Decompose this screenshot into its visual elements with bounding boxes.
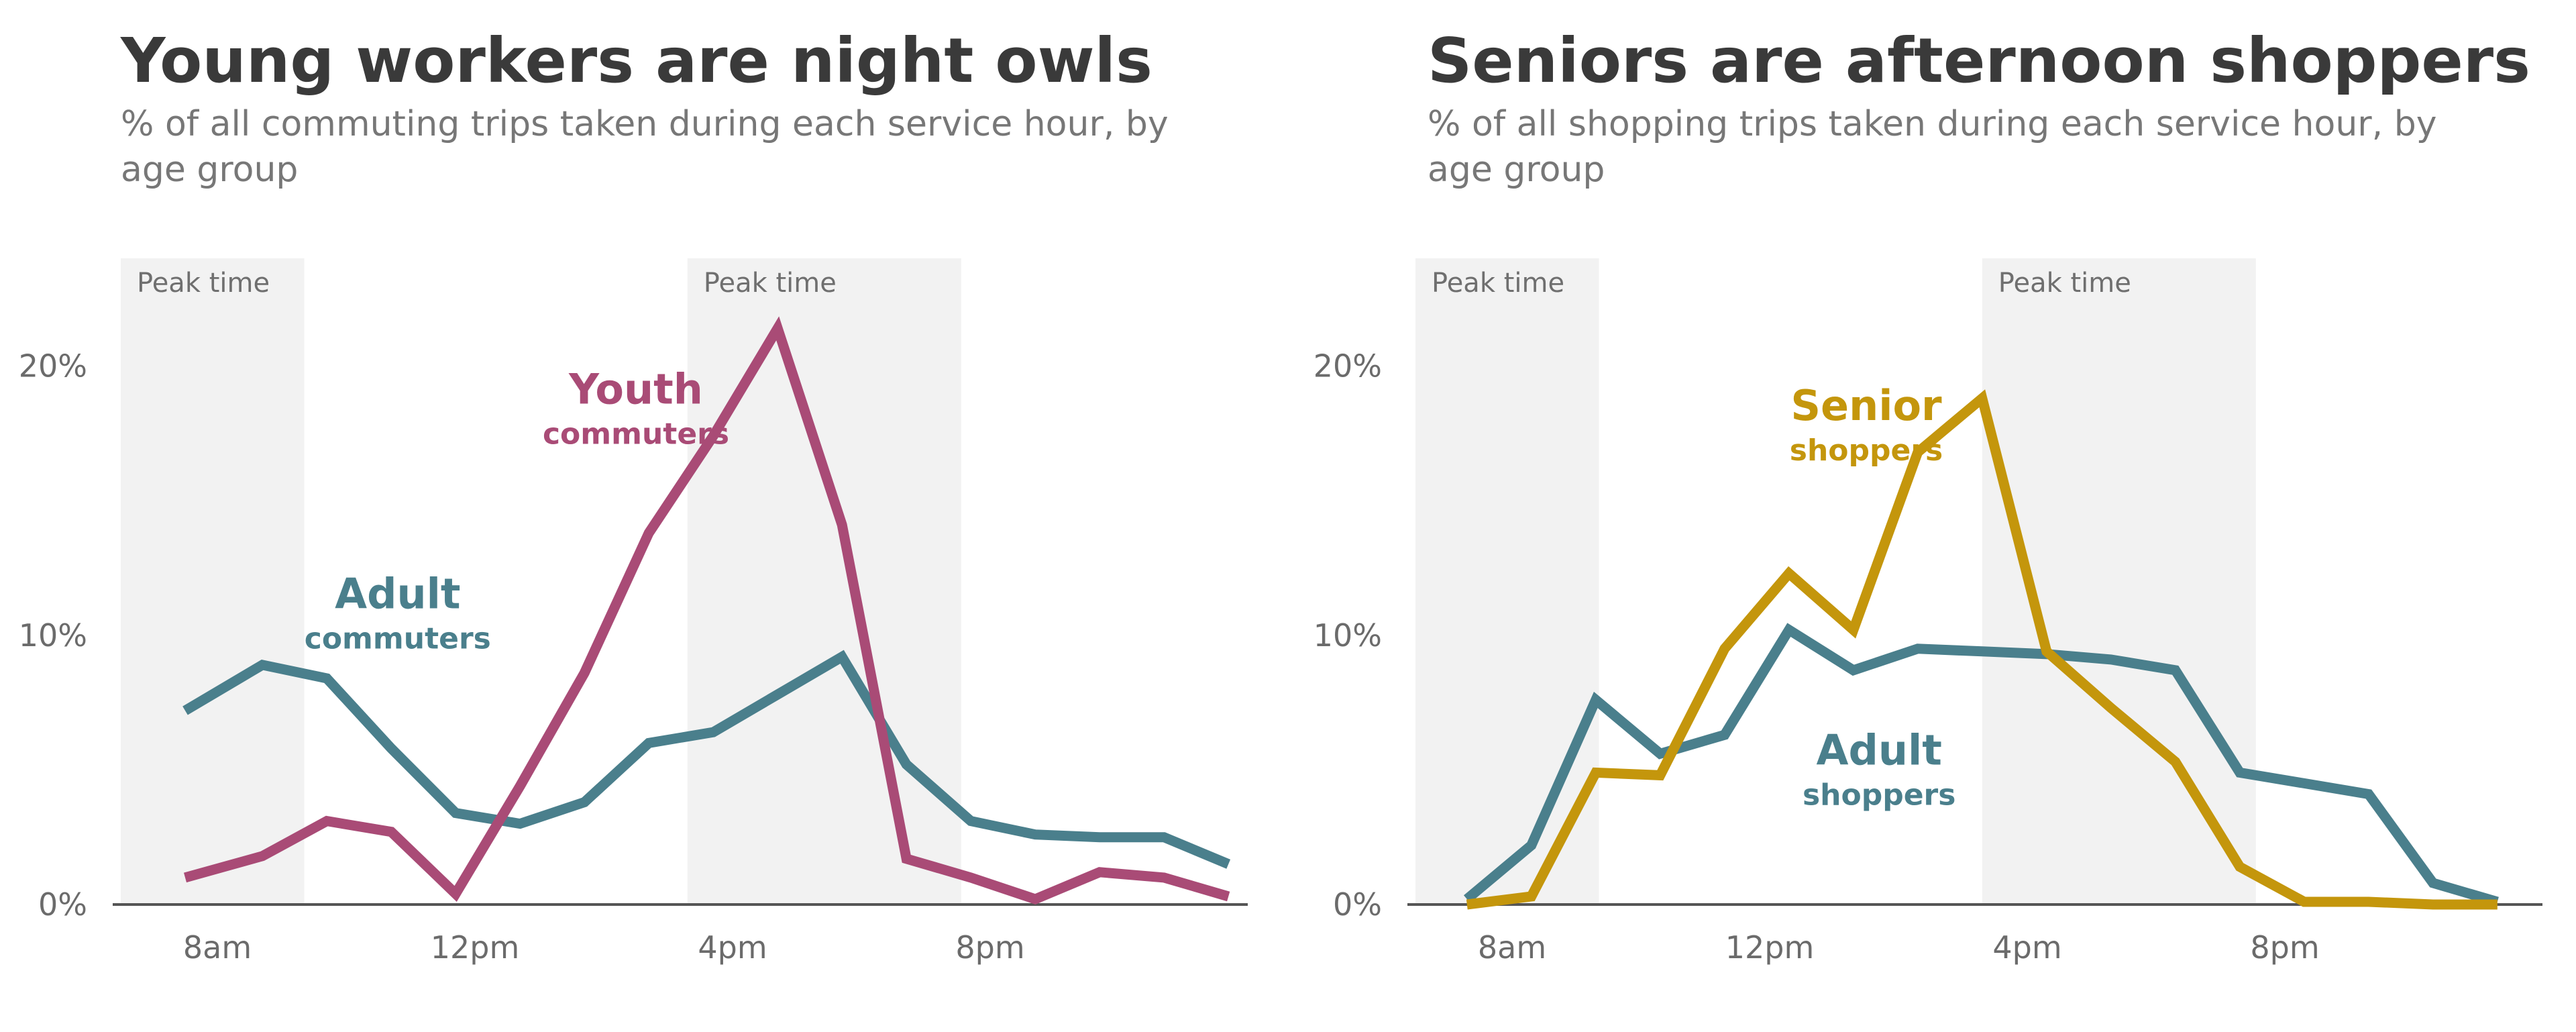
series-line-adult-shoppers <box>1463 623 2499 907</box>
series-sublabel-adult: shoppers <box>1803 778 1955 812</box>
y-tick-label: 0% <box>1333 886 1382 923</box>
x-tick-label: 8pm <box>955 929 1024 966</box>
chart-subtitle-line-2: age group <box>121 150 298 190</box>
peak-band <box>687 258 961 905</box>
chart-title: Seniors are afternoon shoppers <box>1428 25 2530 97</box>
series-line-senior-shoppers <box>1466 389 2498 910</box>
y-tick-label: 20% <box>19 348 87 384</box>
series-sublabel-adult: commuters <box>305 622 491 656</box>
chart-subtitle-line-1: % of all commuting trips taken during ea… <box>121 104 1169 144</box>
x-tick-label: 8pm <box>2250 929 2319 966</box>
y-tick-label: 10% <box>1313 617 1382 654</box>
x-tick-label: 12pm <box>431 929 520 966</box>
x-tick-label: 4pm <box>698 929 767 966</box>
peak-band <box>121 258 305 905</box>
series-label-youth: Youth <box>568 365 703 414</box>
series-sublabel-senior: shoppers <box>1790 433 1943 468</box>
peak-band <box>1982 258 2256 905</box>
series-sublabel-youth: commuters <box>543 417 729 452</box>
plot-area: Peak time Peak time 0% 10% 20% 8am 12pm 4pm 8pm A… <box>19 258 1248 966</box>
y-tick-label: 0% <box>38 886 87 923</box>
y-tick-label: 10% <box>19 617 87 654</box>
plot-area: Peak time Peak time 0% 10% 20% 8am 12pm 4pm 8pm A… <box>1313 258 2542 966</box>
peak-band <box>1415 258 1599 905</box>
chart-subtitle-line-1: % of all shopping trips taken during eac… <box>1428 104 2437 144</box>
peak-band-label: Peak time <box>704 268 837 299</box>
x-tick-label: 12pm <box>1725 929 1815 966</box>
series-label-adult: Adult <box>1816 725 1941 774</box>
peak-band-label: Peak time <box>137 268 270 299</box>
series-label-senior: Senior <box>1790 381 1942 430</box>
peak-band-label: Peak time <box>1432 268 1564 299</box>
series-line-youth-commuters <box>183 316 1230 905</box>
y-tick-label: 20% <box>1313 348 1382 384</box>
chart-subtitle-line-2: age group <box>1428 150 1605 190</box>
chart-seniors-shoppers: Seniors are afternoon shoppers % of all … <box>1313 25 2542 966</box>
series-label-adult: Adult <box>335 570 460 619</box>
peak-band-label: Peak time <box>1998 268 2131 299</box>
x-tick-label: 8am <box>183 929 252 966</box>
chart-young-workers: Young workers are night owls % of all co… <box>19 25 1248 966</box>
x-tick-label: 8am <box>1478 929 1546 966</box>
chart-title: Young workers are night owls <box>120 25 1152 97</box>
series-line-adult-commuters <box>182 650 1231 869</box>
x-tick-label: 4pm <box>1992 929 2061 966</box>
